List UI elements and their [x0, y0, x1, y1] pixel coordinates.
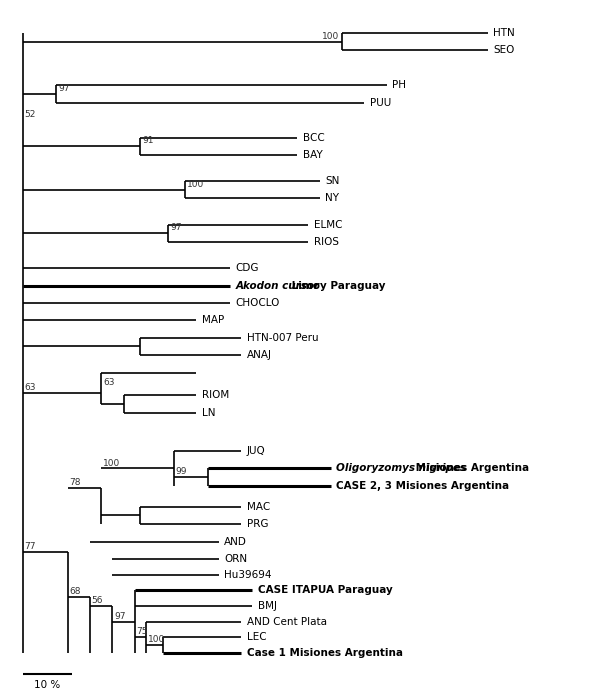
Text: BAY: BAY [303, 150, 323, 160]
Text: Hu39694: Hu39694 [224, 570, 272, 579]
Text: 68: 68 [69, 588, 81, 597]
Text: LEC: LEC [247, 632, 266, 642]
Text: MAP: MAP [202, 315, 224, 326]
Text: 97: 97 [170, 223, 182, 232]
Text: RIOS: RIOS [314, 237, 339, 247]
Text: PRG: PRG [247, 519, 268, 529]
Text: 75: 75 [136, 627, 148, 636]
Text: PH: PH [392, 80, 406, 90]
Text: Oligoryzomys nigripes: Oligoryzomys nigripes [337, 464, 466, 473]
Text: 100: 100 [103, 459, 120, 468]
Text: JUQ: JUQ [247, 446, 266, 456]
Text: HTN: HTN [493, 28, 515, 38]
Text: 78: 78 [69, 477, 81, 486]
Text: CASE ITAPUA Paraguay: CASE ITAPUA Paraguay [258, 586, 393, 595]
Text: 97: 97 [114, 612, 125, 621]
Text: ANAJ: ANAJ [247, 350, 272, 360]
Text: PUU: PUU [370, 98, 391, 107]
Text: CHOCLO: CHOCLO [236, 298, 280, 308]
Text: CDG: CDG [236, 263, 259, 273]
Text: SN: SN [325, 176, 340, 186]
Text: MAC: MAC [247, 502, 270, 511]
Text: Misiones Argentina: Misiones Argentina [412, 464, 529, 473]
Text: 100: 100 [322, 32, 339, 41]
Text: 63: 63 [103, 378, 115, 387]
Text: Limoy Paraguay: Limoy Paraguay [287, 281, 385, 290]
Text: 56: 56 [92, 596, 103, 605]
Text: Case 1 Misiones Argentina: Case 1 Misiones Argentina [247, 648, 403, 658]
Text: 99: 99 [176, 467, 187, 476]
Text: 10 %: 10 % [34, 680, 61, 690]
Text: 63: 63 [25, 383, 36, 392]
Text: LN: LN [202, 407, 215, 418]
Text: 100: 100 [187, 180, 204, 189]
Text: BCC: BCC [303, 132, 325, 143]
Text: BMJ: BMJ [258, 601, 277, 611]
Text: SEO: SEO [493, 46, 515, 55]
Text: ORN: ORN [224, 554, 248, 564]
Text: 91: 91 [142, 137, 154, 146]
Text: RIOM: RIOM [202, 390, 229, 401]
Text: Akodon cursor: Akodon cursor [236, 281, 320, 290]
Text: CASE 2, 3 Misiones Argentina: CASE 2, 3 Misiones Argentina [337, 481, 509, 491]
Text: AND: AND [224, 536, 247, 547]
Text: NY: NY [325, 193, 339, 204]
Text: ELMC: ELMC [314, 220, 343, 229]
Text: 77: 77 [25, 542, 36, 551]
Text: 100: 100 [148, 635, 165, 644]
Text: 97: 97 [58, 84, 70, 93]
Text: HTN-007 Peru: HTN-007 Peru [247, 333, 319, 343]
Text: 52: 52 [25, 110, 36, 119]
Text: AND Cent Plata: AND Cent Plata [247, 617, 327, 626]
